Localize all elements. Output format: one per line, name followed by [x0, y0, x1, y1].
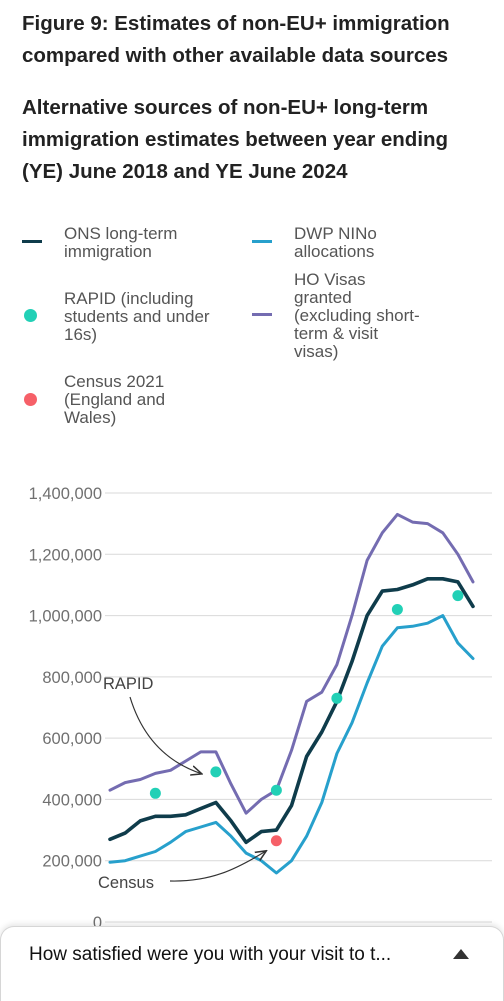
legend-label-rapid: RAPID (including students and under 16s): [64, 289, 210, 344]
data-point-rapid: [210, 766, 222, 778]
series-lines: [108, 512, 475, 875]
expand-up-icon[interactable]: [453, 949, 469, 959]
data-point-rapid: [391, 603, 403, 615]
legend-item-rapid: RAPID (including students and under 16s): [22, 290, 214, 344]
y-axis-ticks: 0 200,000 400,000 600,000 800,000 1,000,000 1,…: [29, 485, 102, 930]
data-point-rapid: [149, 787, 161, 799]
figure-title: Figure 9: Estimates of non-EU+ immigrati…: [22, 12, 450, 67]
legend-swatch-ons: [22, 240, 42, 243]
legend-label-census: Census 2021 (England and Wales): [64, 372, 166, 427]
legend-label-ho: HO Visas granted (excluding short-term &…: [294, 270, 420, 361]
y-tick-label: 1,400,000: [29, 485, 102, 503]
y-tick-label: 200,000: [42, 853, 102, 871]
annotation-arrow-rapid: [129, 696, 202, 774]
data-point-rapid: [452, 590, 464, 602]
series-line-ho: [108, 512, 475, 815]
survey-question: How satisfied were you with your visit t…: [29, 944, 392, 965]
legend-item-census: Census 2021 (England and Wales): [22, 373, 214, 427]
y-tick-label: 600,000: [42, 730, 102, 748]
y-tick-label: 1,000,000: [29, 608, 102, 626]
legend-label-dwp: DWP NINo allocations: [294, 224, 377, 261]
annotation-arrow-census: [169, 851, 266, 882]
legend-item-ho: HO Visas granted (excluding short-term &…: [252, 271, 424, 361]
data-point-census: [270, 835, 282, 847]
satisfaction-survey-bar[interactable]: How satisfied were you with your visit t…: [0, 926, 504, 1001]
annotations: RAPID Census: [98, 675, 266, 892]
line-chart: 0 200,000 400,000 600,000 800,000 1,000,000 1,…: [29, 485, 492, 930]
annotation-label-rapid: RAPID: [103, 675, 154, 693]
legend-item-dwp: DWP NINo allocations: [252, 225, 424, 261]
y-tick-label: 400,000: [42, 791, 102, 809]
legend-swatch-rapid: [24, 309, 37, 322]
data-point-rapid: [331, 692, 343, 704]
gridlines: [105, 492, 492, 923]
y-tick-label: 800,000: [42, 669, 102, 687]
y-tick-label: 0: [93, 914, 102, 930]
legend-swatch-ho: [252, 313, 272, 316]
data-point-rapid: [270, 784, 282, 796]
legend-label-ons: ONS long-term immigration: [64, 224, 178, 261]
annotation-label-census: Census: [98, 874, 154, 892]
legend-swatch-census: [24, 393, 37, 406]
legend-item-ons: ONS long-term immigration: [22, 225, 214, 261]
series-line-ons: [108, 577, 475, 845]
y-tick-label: 1,200,000: [29, 546, 102, 564]
legend-swatch-dwp: [252, 240, 272, 243]
series-line-dwp: [108, 614, 475, 875]
series-points: [149, 590, 464, 847]
chart-title: Alternative sources of non-EU+ long-term…: [22, 96, 449, 183]
